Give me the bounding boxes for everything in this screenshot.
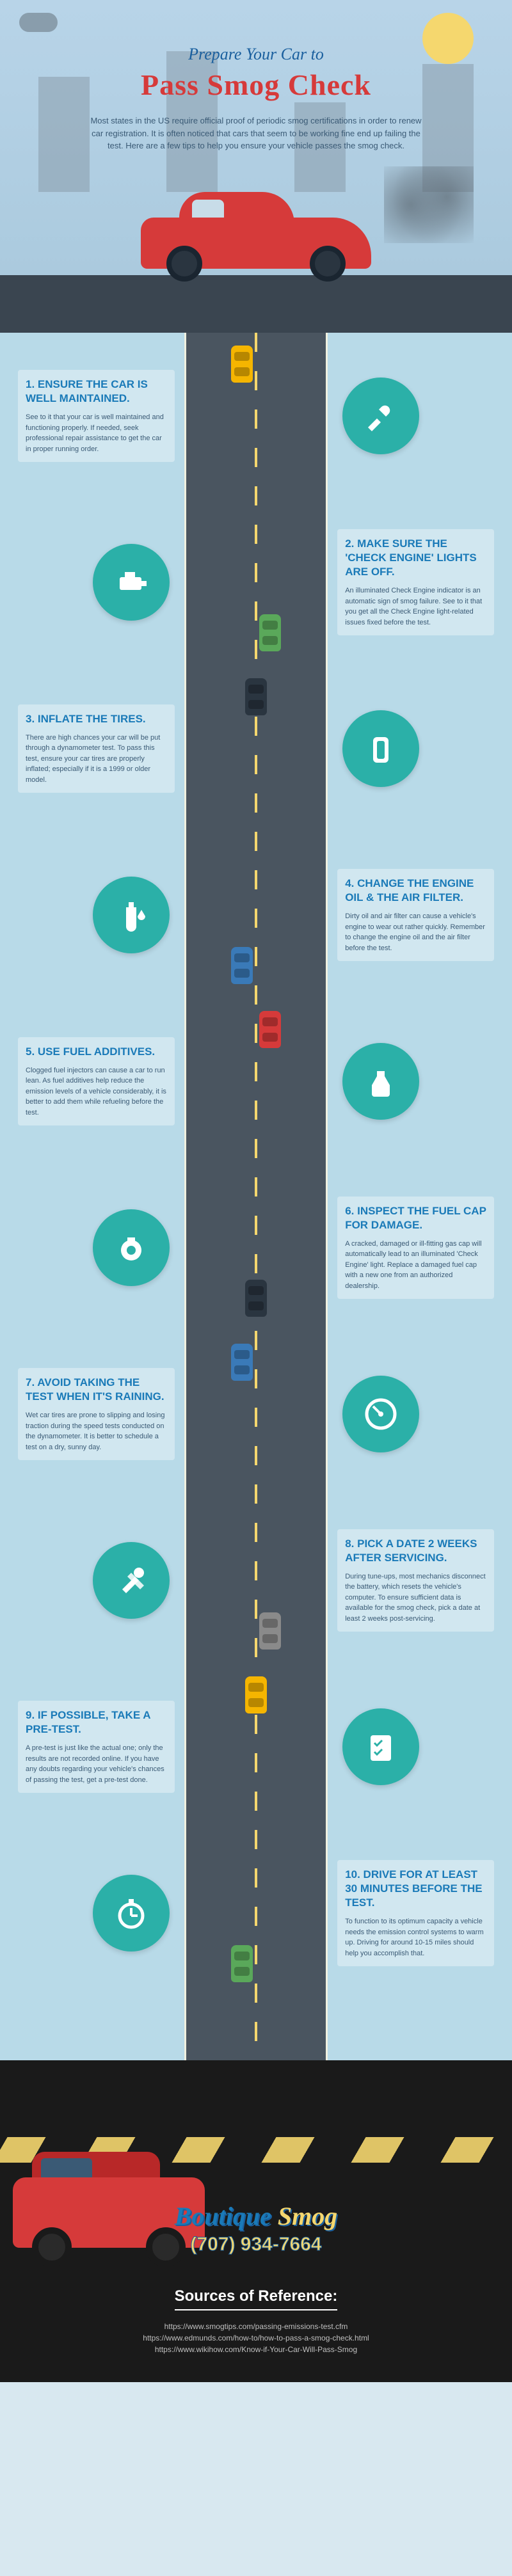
brand-name: Boutique Smog xyxy=(26,2201,486,2231)
tip-heading: 3. INFLATE THE TIRES. xyxy=(26,712,167,726)
wrench-icon xyxy=(342,378,419,454)
tip-text: 4. CHANGE THE ENGINE OIL & THE AIR FILTE… xyxy=(337,869,494,961)
phone-number: (707) 934-7664 xyxy=(26,2234,486,2255)
tip-row-6: 6. INSPECT THE FUEL CAP FOR DAMAGE. A cra… xyxy=(0,1165,512,1331)
tip-text: 1. ENSURE THE CAR IS WELL MAINTAINED. See… xyxy=(18,370,175,462)
tip-body: Dirty oil and air filter can cause a veh… xyxy=(345,911,486,953)
page: Prepare Your Car to Pass Smog Check Most… xyxy=(0,0,512,2382)
tip-row-8: 8. PICK A DATE 2 WEEKS AFTER SERVICING. D… xyxy=(0,1497,512,1664)
header-intro: Most states in the US require official p… xyxy=(90,115,422,152)
tip-body: An illuminated Check Engine indicator is… xyxy=(345,585,486,628)
header-title: Pass Smog Check xyxy=(26,68,486,102)
tip-text: 3. INFLATE THE TIRES. There are high chan… xyxy=(18,704,175,793)
smog-cloud xyxy=(384,166,474,243)
tip-text: 7. AVOID TAKING THE TEST WHEN IT'S RAINI… xyxy=(18,1368,175,1460)
tip-text: 6. INSPECT THE FUEL CAP FOR DAMAGE. A cra… xyxy=(337,1197,494,1300)
source-link: https://www.smogtips.com/passing-emissio… xyxy=(26,2322,486,2331)
tip-heading: 5. USE FUEL ADDITIVES. xyxy=(26,1045,167,1059)
tip-heading: 8. PICK A DATE 2 WEEKS AFTER SERVICING. xyxy=(345,1537,486,1565)
source-link: https://www.edmunds.com/how-to/how-to-pa… xyxy=(26,2334,486,2342)
road-car-icon xyxy=(231,1945,253,1982)
stopwatch-icon xyxy=(93,1875,170,1952)
additive-icon xyxy=(342,1043,419,1120)
tools-icon xyxy=(93,1542,170,1619)
tip-heading: 7. AVOID TAKING THE TEST WHEN IT'S RAINI… xyxy=(26,1376,167,1404)
road-car-icon xyxy=(245,1676,267,1713)
road-car-icon xyxy=(245,1280,267,1317)
road-car-icon xyxy=(245,678,267,715)
tip-body: A pre-test is just like the actual one; … xyxy=(26,1743,167,1785)
tip-body: There are high chances your car will be … xyxy=(26,733,167,786)
tip-heading: 1. ENSURE THE CAR IS WELL MAINTAINED. xyxy=(26,378,167,406)
road-car-icon xyxy=(259,614,281,651)
tip-row-5: 5. USE FUEL ADDITIVES. Clogged fuel injec… xyxy=(0,998,512,1165)
source-link: https://www.wikihow.com/Know-if-Your-Car… xyxy=(26,2345,486,2354)
sources-title: Sources of Reference: xyxy=(175,2287,338,2310)
tip-heading: 9. IF POSSIBLE, TAKE A PRE-TEST. xyxy=(26,1708,167,1737)
tip-row-10: 10. DRIVE FOR AT LEAST 30 MINUTES BEFORE… xyxy=(0,1830,512,1996)
road-car-icon xyxy=(231,947,253,984)
tip-body: Clogged fuel injectors can cause a car t… xyxy=(26,1065,167,1118)
cap-icon xyxy=(93,1209,170,1286)
oil-icon xyxy=(93,877,170,953)
tip-text: 10. DRIVE FOR AT LEAST 30 MINUTES BEFORE… xyxy=(337,1860,494,1966)
tip-row-2: 2. MAKE SURE THE 'CHECK ENGINE' LIGHTS A… xyxy=(0,499,512,665)
checklist-icon xyxy=(342,1708,419,1785)
tip-body: A cracked, damaged or ill-fitting gas ca… xyxy=(345,1239,486,1292)
tip-text: 9. IF POSSIBLE, TAKE A PRE-TEST. A pre-te… xyxy=(18,1701,175,1793)
tip-body: During tune-ups, most mechanics disconne… xyxy=(345,1571,486,1625)
road-car-icon xyxy=(231,346,253,383)
tip-row-7: 7. AVOID TAKING THE TEST WHEN IT'S RAINI… xyxy=(0,1331,512,1497)
tip-text: 5. USE FUEL ADDITIVES. Clogged fuel injec… xyxy=(18,1037,175,1126)
footer: Boutique Smog (707) 934-7664 Sources of … xyxy=(0,2060,512,2382)
tip-text: 8. PICK A DATE 2 WEEKS AFTER SERVICING. D… xyxy=(337,1529,494,1632)
tip-text: 2. MAKE SURE THE 'CHECK ENGINE' LIGHTS A… xyxy=(337,529,494,635)
tip-row-3: 3. INFLATE THE TIRES. There are high chan… xyxy=(0,665,512,832)
tip-body: To function to its optimum capacity a ve… xyxy=(345,1916,486,1959)
tip-heading: 6. INSPECT THE FUEL CAP FOR DAMAGE. xyxy=(345,1204,486,1232)
header-car-illustration xyxy=(141,192,371,282)
tip-heading: 10. DRIVE FOR AT LEAST 30 MINUTES BEFORE… xyxy=(345,1868,486,1910)
sources-section: Sources of Reference: https://www.smogti… xyxy=(26,2287,486,2354)
tip-body: Wet car tires are prone to slipping and … xyxy=(26,1410,167,1452)
tip-row-9: 9. IF POSSIBLE, TAKE A PRE-TEST. A pre-te… xyxy=(0,1664,512,1830)
tip-heading: 4. CHANGE THE ENGINE OIL & THE AIR FILTE… xyxy=(345,877,486,905)
header-road xyxy=(0,275,512,333)
tire-icon xyxy=(342,710,419,787)
road-car-icon xyxy=(259,1011,281,1048)
tip-body: See to it that your car is well maintain… xyxy=(26,412,167,454)
tip-row-1: 1. ENSURE THE CAR IS WELL MAINTAINED. See… xyxy=(0,333,512,499)
header-subtitle: Prepare Your Car to xyxy=(26,45,486,64)
tip-heading: 2. MAKE SURE THE 'CHECK ENGINE' LIGHTS A… xyxy=(345,537,486,579)
road-car-icon xyxy=(231,1344,253,1381)
road-car-icon xyxy=(259,1612,281,1650)
tip-row-4: 4. CHANGE THE ENGINE OIL & THE AIR FILTE… xyxy=(0,832,512,998)
cloud-icon xyxy=(19,13,58,32)
gauge-icon xyxy=(342,1376,419,1452)
engine-icon xyxy=(93,544,170,621)
road-strip: 1. ENSURE THE CAR IS WELL MAINTAINED. See… xyxy=(0,333,512,2060)
header-scene: Prepare Your Car to Pass Smog Check Most… xyxy=(0,0,512,333)
